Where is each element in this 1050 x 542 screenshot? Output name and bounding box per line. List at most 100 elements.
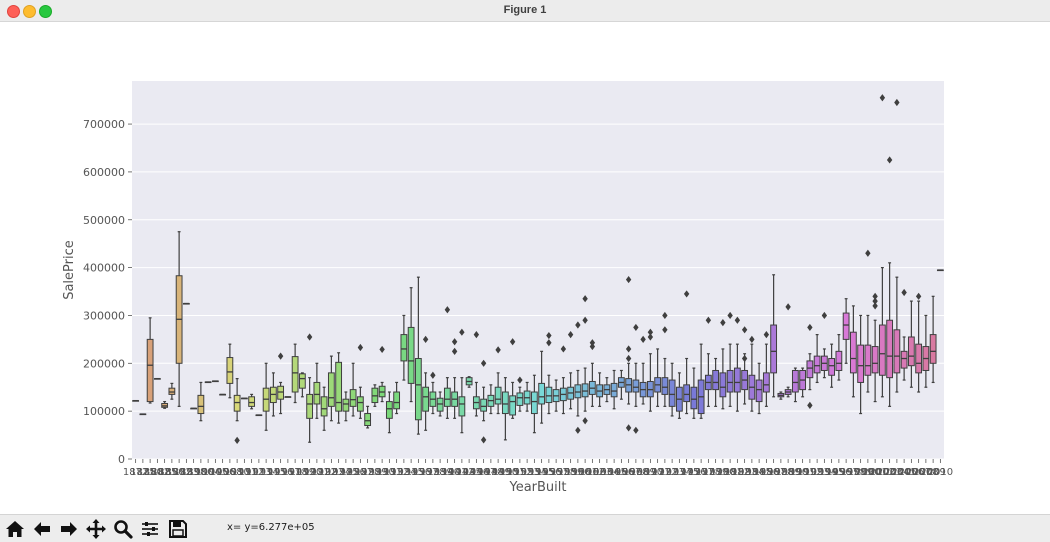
- box-1942: [458, 396, 466, 417]
- box-1926: [349, 389, 357, 407]
- pan-button[interactable]: [84, 518, 108, 540]
- x-tick-label: 1926: [340, 467, 365, 478]
- outlier-point: [422, 335, 429, 343]
- x-tick-label: 2009: [920, 467, 945, 478]
- box-2004: [893, 329, 901, 374]
- maximize-window-button[interactable]: [39, 5, 52, 18]
- navigation-toolbar: x= y=6.277e+05: [0, 514, 1050, 542]
- outlier-point: [589, 339, 596, 347]
- window-title: Figure 1: [503, 4, 547, 16]
- box-1925: [342, 398, 350, 412]
- outlier-point: [234, 436, 240, 444]
- box-1921: [313, 381, 321, 405]
- y-tick-label: 700000: [83, 118, 125, 131]
- outlier-point: [901, 288, 907, 297]
- x-tick-label: 1924: [326, 467, 351, 478]
- x-tick-label: 1900: [188, 467, 213, 478]
- boxplot-chart: 0 100000 200000 300000 400000 500000 600000 700…: [62, 81, 953, 495]
- outlier-point: [430, 371, 436, 379]
- box-1972: [661, 377, 669, 395]
- x-tick-label: 1946: [464, 467, 489, 478]
- back-button[interactable]: [30, 518, 54, 540]
- x-tick-label: 1929: [362, 467, 387, 478]
- box-2001: [871, 346, 879, 374]
- x-tick-label: 1973: [659, 467, 684, 478]
- x-tick-label: 1995: [819, 467, 844, 478]
- outlier-point: [705, 316, 712, 324]
- figure-canvas[interactable]: 0 100000 200000 300000 400000 500000 600000 700…: [0, 22, 1050, 514]
- x-tick-label: 1919: [290, 467, 315, 478]
- x-tick-label: 1992: [797, 467, 822, 478]
- box-1990: [791, 369, 799, 393]
- x-tick-label: 2004: [884, 467, 909, 478]
- x-tick-label: 1885: [152, 467, 177, 478]
- box-1993: [813, 355, 821, 374]
- box-1995: [828, 358, 836, 376]
- x-tick-label: 1994: [812, 467, 837, 478]
- x-tick-label: 1996: [826, 467, 851, 478]
- x-tick-label: 1998: [841, 467, 866, 478]
- x-tick-label: 1974: [667, 467, 692, 478]
- x-tick-label: 1952: [507, 467, 532, 478]
- x-tick-label: 2008: [913, 467, 938, 478]
- save-button[interactable]: [166, 518, 190, 540]
- x-tick-label: 1982: [725, 467, 750, 478]
- box-1918: [291, 356, 299, 393]
- box-1916: [277, 385, 285, 400]
- outlier-point: [473, 330, 480, 339]
- outlier-point: [589, 342, 596, 351]
- x-tick-label: 1979: [703, 467, 728, 478]
- outlier-point: [379, 345, 385, 354]
- x-axis-label: YearBuilt: [508, 480, 566, 495]
- x-tick-label: 1905: [203, 467, 228, 478]
- x-tick-label: 1991: [790, 467, 815, 478]
- x-tick-label: 1965: [601, 467, 626, 478]
- home-button[interactable]: [3, 518, 27, 540]
- box-2002: [878, 324, 886, 376]
- box-1924: [335, 361, 343, 412]
- y-tick-label: 400000: [83, 262, 125, 275]
- box-2006: [907, 336, 915, 367]
- outlier-point: [763, 330, 770, 339]
- y-axis-label: SalePrice: [62, 240, 77, 300]
- zoom-button[interactable]: [111, 518, 135, 540]
- x-tick-label: 1872: [123, 467, 148, 478]
- x-tick-label: 1912: [239, 467, 264, 478]
- box-2000: [864, 344, 872, 376]
- forward-button[interactable]: [57, 518, 81, 540]
- outlier-point: [560, 345, 567, 353]
- x-tick-label: 1908: [217, 467, 242, 478]
- box-1961: [581, 383, 589, 398]
- x-tick-label: 1950: [493, 467, 518, 478]
- x-tick-label: 2000: [855, 467, 880, 478]
- box-1975: [683, 384, 691, 403]
- box-1910: [233, 394, 241, 412]
- outlier-point: [872, 302, 878, 310]
- box-1955: [538, 382, 546, 405]
- x-tick-label: 1984: [739, 467, 764, 478]
- outlier-point: [727, 311, 733, 320]
- x-tick-label: 1921: [304, 467, 329, 478]
- x-tick-label: 1942: [449, 467, 474, 478]
- x-tick-label: 1945: [456, 467, 481, 478]
- x-tick-label: 2007: [906, 467, 931, 478]
- x-tick-label: 1972: [652, 467, 677, 478]
- box-1931: [385, 401, 393, 419]
- outlier-point: [865, 249, 871, 257]
- outlier-point: [444, 306, 451, 314]
- close-window-button[interactable]: [7, 5, 20, 18]
- outlier-point: [625, 345, 632, 353]
- box-1980: [719, 372, 727, 398]
- box-1997: [842, 312, 850, 340]
- configure-subplots-button[interactable]: [138, 518, 162, 540]
- outlier-point: [633, 426, 639, 434]
- window-titlebar: Figure 1: [0, 0, 1050, 22]
- box-1987: [770, 324, 778, 374]
- outlier-point: [625, 275, 632, 284]
- x-tick-label: 2006: [899, 467, 924, 478]
- configure-icon: [142, 522, 158, 536]
- minimize-window-button[interactable]: [23, 5, 36, 18]
- box-1880: [146, 338, 154, 403]
- forward-arrow-icon: [61, 522, 77, 536]
- box-1939: [436, 397, 444, 412]
